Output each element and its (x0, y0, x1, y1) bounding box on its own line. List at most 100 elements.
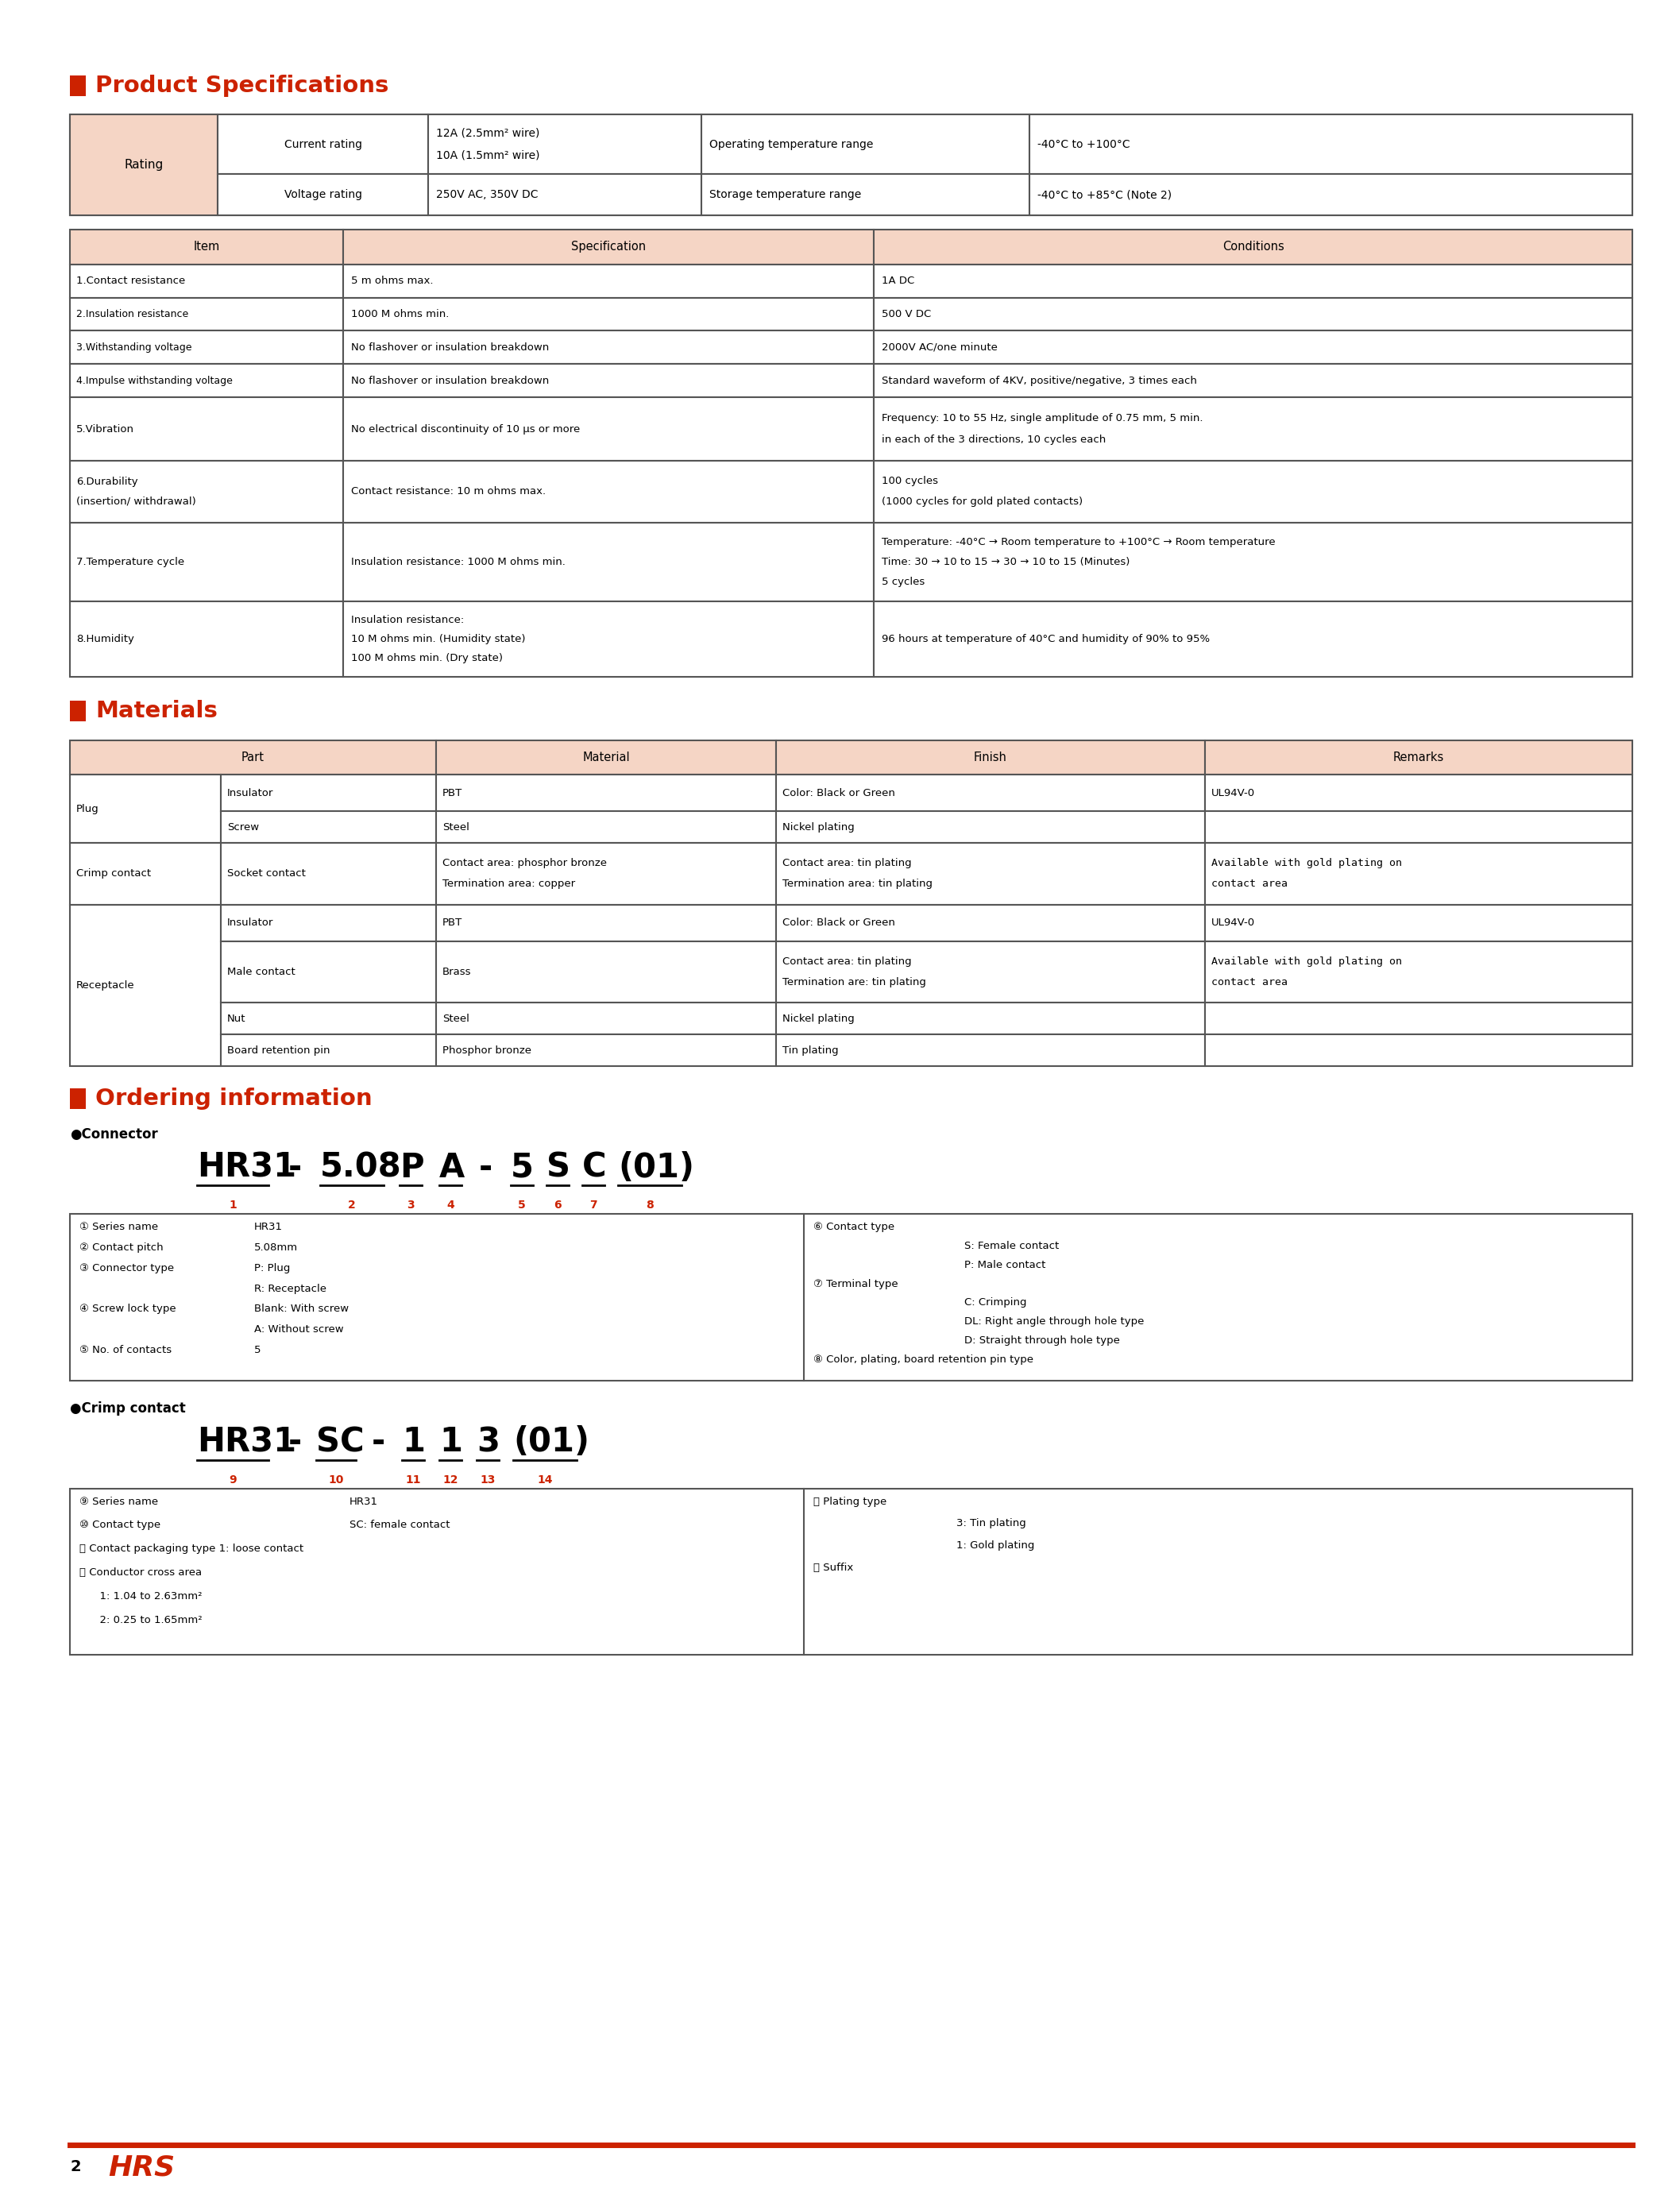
Text: 1000 M ohms min.: 1000 M ohms min. (351, 308, 449, 319)
Text: Insulation resistance: 1000 M ohms min.: Insulation resistance: 1000 M ohms min. (351, 558, 566, 566)
Bar (874, 297, 1633, 330)
Text: ③ Connector type: ③ Connector type (79, 1262, 175, 1273)
Text: 2: 2 (71, 2159, 81, 2174)
Text: Specification: Specification (571, 241, 645, 254)
Text: Standard waveform of 4KV, positive/negative, 3 times each: Standard waveform of 4KV, positive/negat… (882, 376, 1196, 385)
Bar (71, 523, 343, 601)
Text: Nickel plating: Nickel plating (783, 1013, 855, 1024)
Bar (71, 700, 86, 722)
Text: -: - (289, 1426, 302, 1459)
Text: 8.Humidity: 8.Humidity (76, 634, 134, 645)
Text: 3: 3 (477, 1426, 499, 1459)
Text: P: P (400, 1150, 423, 1183)
Text: 5: 5 (517, 1201, 526, 1212)
Bar (874, 230, 1633, 265)
Text: 1.Contact resistance: 1.Contact resistance (76, 276, 185, 286)
Text: SC: SC (316, 1426, 365, 1459)
Bar (220, 842, 437, 905)
Bar (1205, 842, 1633, 905)
Text: 3: 3 (407, 1201, 415, 1212)
Bar (874, 265, 1633, 297)
Text: ⑥ Contact type: ⑥ Contact type (813, 1223, 894, 1231)
Bar (71, 114, 1633, 214)
Text: Available with gold plating on: Available with gold plating on (1211, 956, 1403, 967)
Text: 5.08: 5.08 (321, 1150, 402, 1183)
Bar (71, 297, 343, 330)
Text: ① Series name: ① Series name (79, 1223, 158, 1231)
Text: Available with gold plating on: Available with gold plating on (1211, 857, 1403, 868)
Text: Male contact: Male contact (227, 967, 296, 978)
Text: P: Male contact: P: Male contact (964, 1260, 1045, 1271)
Bar (71, 230, 343, 265)
Bar (71, 114, 218, 214)
Text: 7: 7 (590, 1201, 596, 1212)
Text: HR31: HR31 (197, 1150, 296, 1183)
Bar (701, 114, 1030, 175)
Text: -: - (479, 1150, 492, 1183)
Bar (776, 739, 1205, 774)
Text: 100 M ohms min. (Dry state): 100 M ohms min. (Dry state) (351, 652, 502, 663)
Text: 1: 1 (402, 1426, 425, 1459)
Bar (776, 1004, 1205, 1034)
Bar (1205, 905, 1633, 940)
Bar (1205, 1034, 1633, 1065)
Text: UL94V-0: UL94V-0 (1211, 787, 1255, 798)
Bar (218, 114, 428, 175)
Text: Termination area: copper: Termination area: copper (442, 879, 575, 890)
Text: ⑤ No. of contacts: ⑤ No. of contacts (79, 1345, 171, 1356)
Bar (1205, 940, 1633, 1004)
Bar (437, 842, 776, 905)
Bar (220, 1034, 437, 1065)
Text: Contact area: tin plating: Contact area: tin plating (783, 857, 912, 868)
Text: HR31: HR31 (254, 1223, 282, 1231)
Text: 4.Impulse withstanding voltage: 4.Impulse withstanding voltage (76, 376, 232, 385)
Text: Remarks: Remarks (1393, 752, 1445, 763)
Text: 5: 5 (511, 1150, 534, 1183)
Bar (437, 1034, 776, 1065)
Text: ⑫ Conductor cross area: ⑫ Conductor cross area (79, 1568, 202, 1577)
Text: Phosphor bronze: Phosphor bronze (442, 1045, 531, 1056)
Bar (1205, 774, 1633, 811)
Text: Voltage rating: Voltage rating (284, 188, 361, 201)
Text: -40°C to +100°C: -40°C to +100°C (1037, 140, 1131, 151)
Bar (71, 842, 220, 905)
Text: S: S (546, 1150, 570, 1183)
Bar (776, 905, 1205, 940)
Text: ⑨ Series name: ⑨ Series name (79, 1496, 158, 1507)
Text: Steel: Steel (442, 1013, 469, 1024)
Bar (71, 1214, 1633, 1380)
Text: 8: 8 (645, 1201, 654, 1212)
Text: contact area: contact area (1211, 978, 1287, 986)
Text: ●Crimp contact: ●Crimp contact (71, 1402, 186, 1415)
Text: 4: 4 (447, 1201, 454, 1212)
Text: 5 m ohms max.: 5 m ohms max. (351, 276, 433, 286)
Bar (1205, 811, 1633, 842)
Text: Nickel plating: Nickel plating (783, 822, 855, 833)
Bar (71, 905, 220, 1065)
Bar (776, 774, 1205, 811)
Text: Crimp contact: Crimp contact (76, 868, 151, 879)
Bar (71, 774, 220, 842)
Bar (343, 601, 874, 676)
Text: 10: 10 (328, 1474, 344, 1485)
Bar (343, 297, 874, 330)
Text: HRS: HRS (108, 2154, 175, 2180)
Text: 5.08mm: 5.08mm (254, 1242, 297, 1253)
Bar (343, 363, 874, 398)
Bar (776, 842, 1205, 905)
Text: HR31: HR31 (197, 1426, 296, 1459)
Text: C: Crimping: C: Crimping (964, 1297, 1026, 1308)
Text: Insulation resistance:: Insulation resistance: (351, 615, 464, 625)
Bar (343, 461, 874, 523)
Text: HR31: HR31 (349, 1496, 378, 1507)
Text: ⑬ Plating type: ⑬ Plating type (813, 1496, 887, 1507)
Text: Contact resistance: 10 m ohms max.: Contact resistance: 10 m ohms max. (351, 486, 546, 496)
Text: Operating temperature range: Operating temperature range (709, 140, 874, 151)
Text: ④ Screw lock type: ④ Screw lock type (79, 1303, 176, 1314)
Text: 5.Vibration: 5.Vibration (76, 424, 134, 435)
Text: Item: Item (193, 241, 220, 254)
Text: Receptacle: Receptacle (76, 980, 134, 991)
Text: SC: female contact: SC: female contact (349, 1520, 450, 1531)
Bar (218, 175, 428, 214)
Text: 2000V AC/one minute: 2000V AC/one minute (882, 343, 998, 352)
